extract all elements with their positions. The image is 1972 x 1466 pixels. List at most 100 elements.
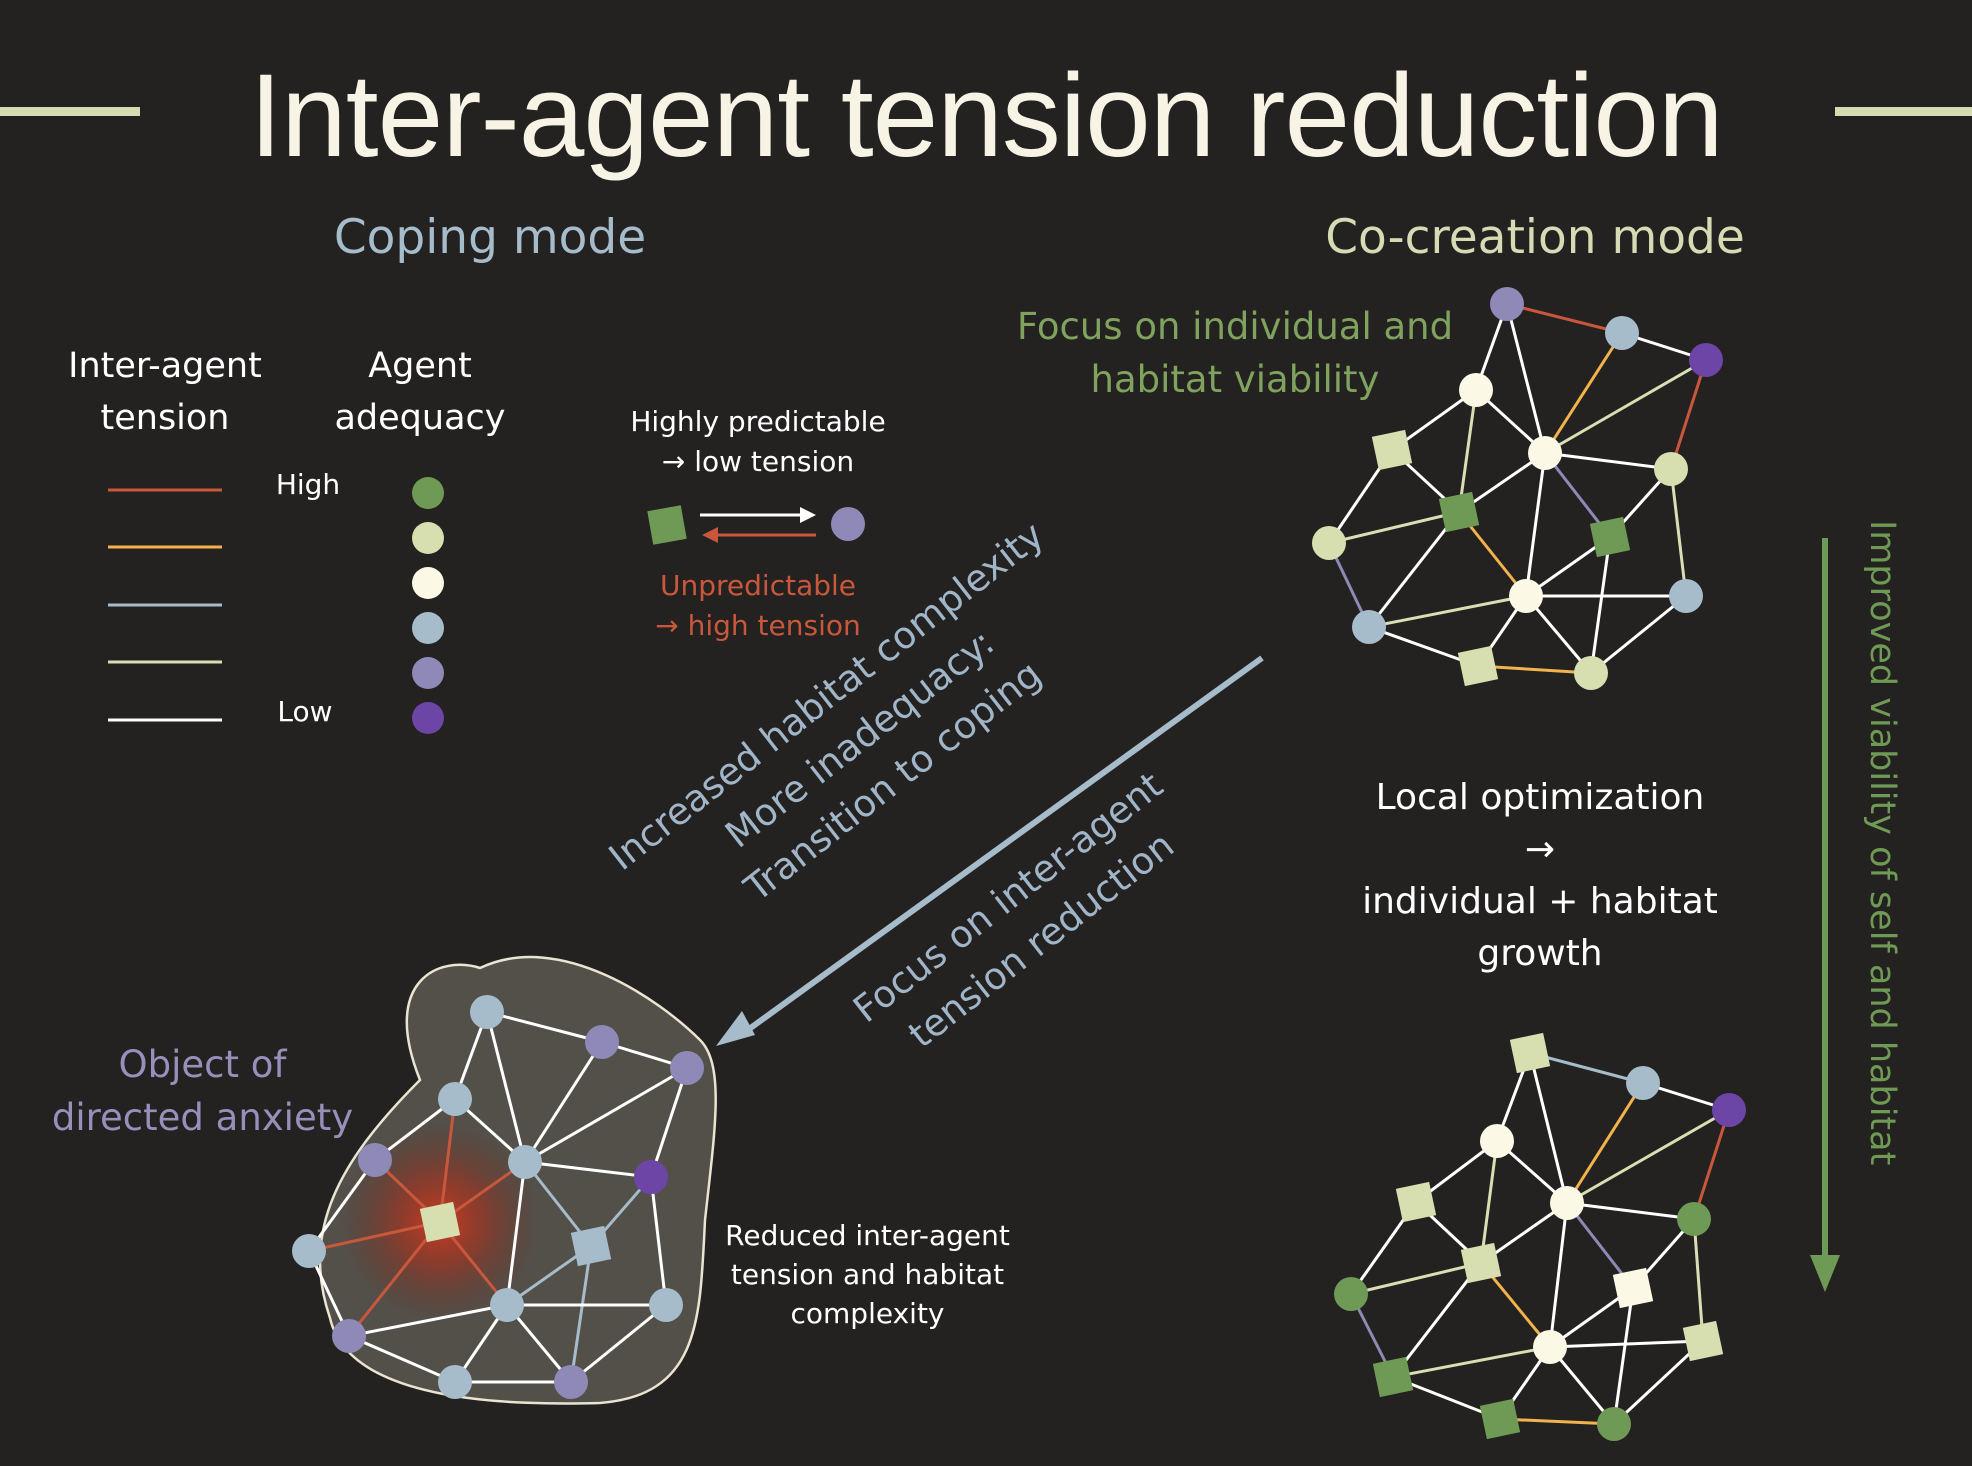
anxiety-object-line: directed anxiety xyxy=(51,1096,354,1139)
network-edge xyxy=(1391,1262,1483,1378)
agent-node-circle xyxy=(1689,343,1723,377)
legend-tension-heading-line: tension xyxy=(100,398,230,438)
unpredictable-label: Unpredictable → high tension xyxy=(608,566,908,646)
agent-node-circle xyxy=(1480,1124,1514,1158)
agent-node-square xyxy=(1509,1032,1551,1074)
local-optimization-line: individual + habitat xyxy=(1362,881,1718,922)
unpredictable-line: → high tension xyxy=(655,609,861,642)
legend-adequacy-dot xyxy=(412,612,444,644)
network-edge xyxy=(569,1245,593,1383)
agent-node-circle xyxy=(1509,579,1543,613)
agent-node-square xyxy=(1438,491,1480,533)
network-edge xyxy=(1612,1287,1635,1425)
network-edge xyxy=(348,1334,456,1384)
prediction-circle-agent xyxy=(831,507,865,541)
agent-node-circle xyxy=(1654,452,1688,486)
network-edge xyxy=(1529,1051,1644,1085)
legend-adequacy-dot xyxy=(412,567,444,599)
network-edge xyxy=(1505,303,1547,454)
cocreation-focus-line: habitat viability xyxy=(1090,358,1380,401)
network-edge xyxy=(649,1067,689,1178)
agent-node-circle xyxy=(332,1319,366,1353)
network-edge xyxy=(524,1066,688,1164)
network-edge xyxy=(505,1161,527,1306)
network-edge xyxy=(1477,664,1592,675)
network-edge xyxy=(523,1041,604,1163)
network-edge xyxy=(1549,1339,1704,1349)
agent-node-square xyxy=(1612,1267,1654,1309)
legend-adequacy-dot xyxy=(412,702,444,734)
local-optimization-line: Local optimization xyxy=(1375,777,1705,818)
legend-tension-heading-line: Inter-agent xyxy=(68,346,262,386)
agent-node-square xyxy=(1479,1398,1521,1440)
network-edge xyxy=(1566,1201,1695,1221)
agent-node-circle xyxy=(634,1160,668,1194)
legend-adequacy-dot xyxy=(412,477,444,509)
agent-node-circle xyxy=(358,1143,392,1177)
network-edge xyxy=(438,1098,457,1223)
network-edge xyxy=(1524,452,1547,597)
network-edge xyxy=(1392,1345,1551,1379)
agent-node-square xyxy=(1372,1356,1414,1398)
cocreation-graph-bottom xyxy=(1334,1032,1746,1441)
agent-node-circle xyxy=(508,1145,542,1179)
agent-node-circle xyxy=(1574,656,1608,690)
legend-low-label: Low xyxy=(277,695,333,728)
agent-node-square xyxy=(1589,516,1631,558)
predictable-line: → low tension xyxy=(661,445,855,478)
agent-node-square xyxy=(419,1201,461,1243)
legend-adequacy-dot xyxy=(412,657,444,689)
network-edge xyxy=(1565,1082,1645,1204)
agent-node-circle xyxy=(490,1288,524,1322)
title-rule-right xyxy=(1835,107,1972,116)
predictable-line: Highly predictable xyxy=(630,405,886,438)
agent-node-circle xyxy=(1528,436,1562,470)
legend-high-label: High xyxy=(275,468,341,501)
network-edge xyxy=(524,1160,652,1179)
agent-node-circle xyxy=(1677,1202,1711,1236)
cocreation-focus-label: Focus on individual and habitat viabilit… xyxy=(1000,300,1470,406)
network-edge xyxy=(1543,332,1624,454)
network-edge xyxy=(1367,511,1461,628)
network-edge xyxy=(308,1220,441,1253)
network-edge xyxy=(1692,1109,1731,1220)
agent-node-circle xyxy=(670,1051,704,1085)
network-edge xyxy=(1368,594,1527,629)
network-edge xyxy=(1506,302,1623,335)
agent-node-circle xyxy=(438,1082,472,1116)
network-edge xyxy=(1590,594,1687,675)
local-optimization-line: → xyxy=(1524,829,1556,870)
network-edge xyxy=(1669,359,1708,470)
transition-arrow xyxy=(743,655,1264,1035)
agent-node-circle xyxy=(438,1365,472,1399)
network-edge xyxy=(347,1221,442,1337)
network-edge xyxy=(1566,1108,1730,1205)
anxiety-object-label: Object of directed anxiety xyxy=(45,1038,360,1144)
title-rule-left xyxy=(0,107,140,116)
legend-tension-heading: Inter-agent tension xyxy=(50,340,280,444)
agent-node-square xyxy=(570,1225,612,1267)
cocreation-mode-heading: Co-creation mode xyxy=(1325,210,1745,265)
legend-adequacy-heading-line: Agent xyxy=(368,346,472,386)
network-edge xyxy=(1328,510,1460,545)
agent-node-square xyxy=(1682,1320,1724,1362)
agent-node-square xyxy=(1460,1242,1502,1284)
network-edge xyxy=(570,1303,667,1384)
network-edge xyxy=(1528,1052,1569,1204)
agent-node-circle xyxy=(1712,1093,1746,1127)
legend-adequacy-dot xyxy=(412,522,444,554)
page-title: Inter-agent tension reduction xyxy=(249,50,1723,182)
agent-node-circle xyxy=(1550,1186,1584,1220)
agent-node-circle xyxy=(470,995,504,1029)
legend-adequacy-heading: Agent adequacy xyxy=(320,340,520,444)
reduced-tension-line: Reduced inter-agent xyxy=(725,1219,1010,1252)
coping-graph xyxy=(292,995,704,1399)
agent-node-circle xyxy=(1490,287,1524,321)
reduced-tension-label: Reduced inter-agent tension and habitat … xyxy=(700,1216,1035,1333)
network-edge xyxy=(1612,1339,1705,1426)
network-edge xyxy=(348,1303,508,1338)
network-edge xyxy=(1457,389,1478,513)
network-edge xyxy=(1479,1140,1499,1264)
